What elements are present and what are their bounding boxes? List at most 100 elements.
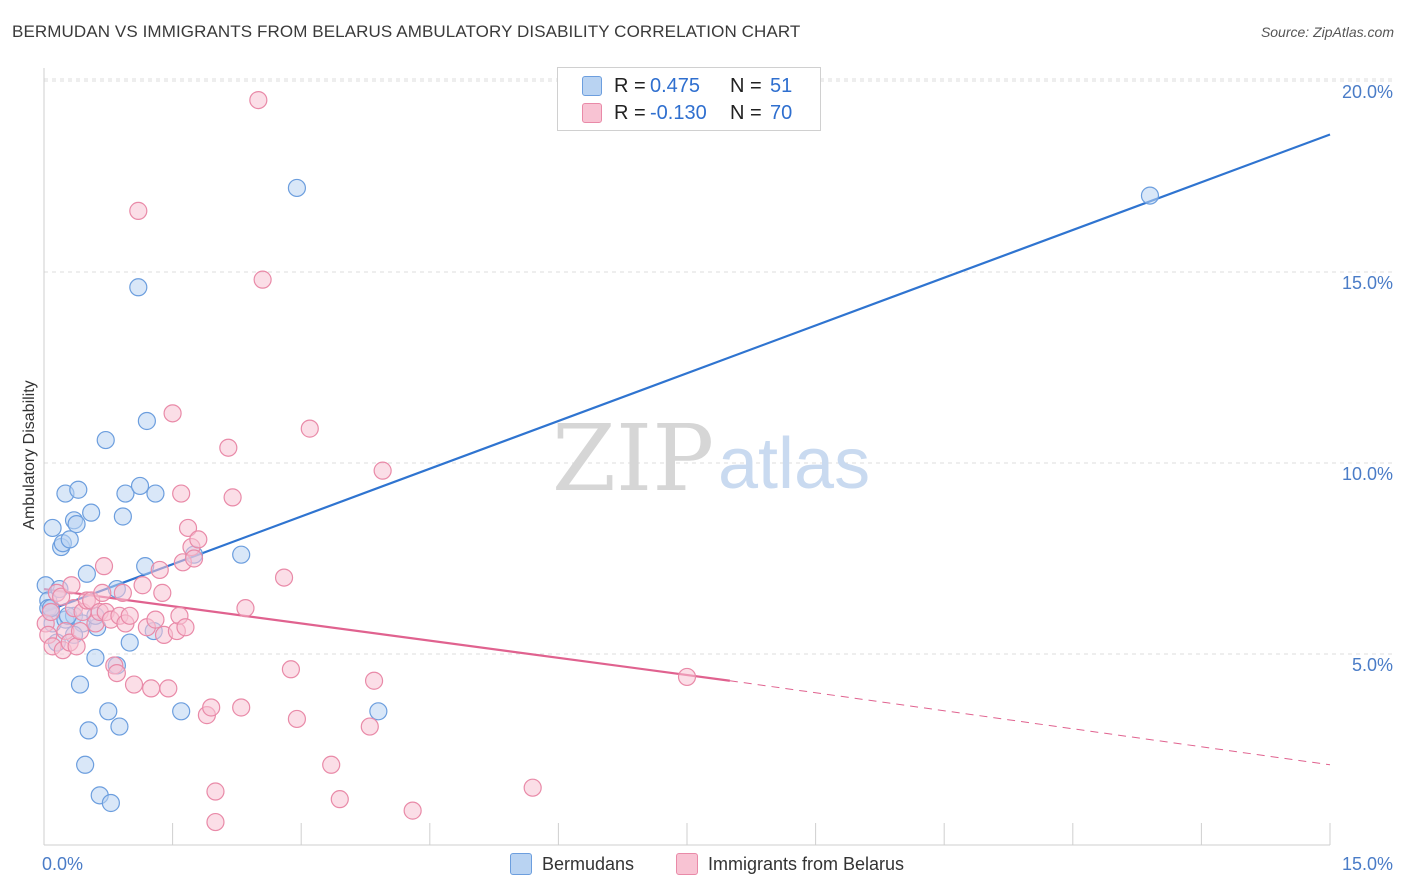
y-tick-label: 10.0% (1342, 464, 1393, 484)
point-belarus (159, 679, 178, 698)
point-bermudans (287, 178, 307, 198)
point-bermudans (101, 793, 120, 813)
point-belarus (146, 610, 165, 629)
trendline-belarus (43, 587, 731, 682)
point-bermudans (120, 633, 139, 652)
y-tick-label: 20.0% (1342, 82, 1393, 102)
point-belarus (52, 587, 71, 606)
point-belarus (677, 667, 697, 687)
watermark-atlas-text: atlas (718, 424, 870, 504)
legend-row-belarus: R = -0.130 N = 70 (582, 101, 792, 125)
legend-n-value: 70 (770, 101, 793, 124)
point-belarus (150, 560, 169, 580)
bottom-legend-belarus[interactable]: Immigrants from Belarus (676, 852, 904, 876)
tick-labels: 5.0% 10.0% 15.0% 20.0% 0.0% 15.0% (42, 82, 1393, 874)
point-belarus (153, 583, 172, 602)
x-tick-label: 0.0% (42, 854, 83, 874)
point-belarus (129, 201, 148, 220)
point-belarus (178, 518, 198, 538)
point-bermudans (99, 702, 118, 721)
point-belarus (113, 583, 132, 602)
point-bermudans (60, 530, 79, 549)
point-bermudans (77, 564, 96, 583)
bottom-legend-swatch-pink (676, 853, 698, 875)
y-tick-label: 15.0% (1342, 273, 1393, 293)
point-belarus (322, 755, 341, 774)
correlation-legend: R = 0.475 N = 51 R = -0.130 N = 70 (557, 67, 821, 131)
legend-row-bermudans: R = 0.475 N = 51 (582, 74, 792, 98)
point-belarus (120, 606, 139, 625)
point-bermudans (43, 518, 62, 538)
point-bermudans (137, 411, 156, 431)
point-belarus (249, 90, 268, 110)
point-belarus (287, 709, 307, 729)
point-belarus (253, 270, 272, 289)
point-belarus (142, 679, 161, 698)
point-belarus (360, 717, 379, 736)
legend-r-label: R = (614, 101, 646, 124)
y-tick-label: 5.0% (1352, 655, 1393, 675)
point-belarus (172, 484, 191, 503)
point-bermudans (110, 717, 129, 736)
point-belarus (202, 698, 221, 717)
point-belarus (219, 438, 238, 457)
point-belarus (184, 549, 204, 568)
point-belarus (206, 782, 225, 801)
point-bermudans (369, 702, 388, 721)
point-belarus (281, 660, 301, 679)
point-bermudans (76, 755, 95, 774)
chart-title: BERMUDAN VS IMMIGRANTS FROM BELARUS AMBU… (12, 22, 801, 41)
point-belarus (163, 404, 182, 423)
point-bermudans (129, 278, 148, 297)
point-bermudans (1140, 186, 1160, 205)
point-bermudans (116, 484, 135, 503)
point-bermudans (96, 430, 115, 450)
point-belarus (107, 663, 126, 683)
trend-lines (43, 133, 1331, 766)
x-tick-label: 15.0% (1342, 854, 1393, 874)
legend-swatch-blue (582, 76, 602, 96)
point-bermudans (232, 545, 251, 564)
point-belarus (62, 576, 81, 595)
watermark-zip-text: ZIP (552, 405, 714, 512)
point-bermudans (67, 515, 86, 534)
point-belarus (232, 698, 251, 717)
bottom-legend-bermudans[interactable]: Bermudans (510, 852, 634, 876)
legend-r-value: -0.130 (650, 101, 707, 124)
point-belarus (300, 419, 319, 438)
point-belarus (124, 675, 144, 694)
axes (43, 68, 1331, 846)
point-belarus (206, 812, 225, 832)
point-belarus (176, 618, 195, 637)
legend-n-value: 51 (770, 74, 793, 97)
point-bermudans (82, 503, 101, 522)
point-bermudans (86, 648, 105, 667)
point-belarus (94, 557, 114, 576)
point-belarus (523, 778, 542, 797)
point-bermudans (130, 476, 150, 496)
point-belarus (223, 488, 242, 507)
watermark: ZIP atlas (552, 405, 870, 512)
legend-n-label: N = (730, 74, 762, 97)
point-belarus (330, 790, 349, 809)
point-belarus (41, 602, 60, 622)
bottom-legend-label: Immigrants from Belarus (708, 853, 905, 874)
point-bermudans (113, 507, 132, 526)
point-belarus (133, 576, 152, 595)
bottom-legend-swatch-blue (510, 853, 532, 875)
point-belarus (274, 568, 294, 587)
bottom-legend-label: Bermudans (542, 853, 635, 874)
point-belarus (70, 621, 90, 641)
source-label: Source: ZipAtlas.com (1260, 24, 1394, 40)
point-bermudans (69, 480, 88, 499)
point-belarus (67, 637, 86, 656)
point-belarus (364, 671, 384, 690)
point-bermudans (70, 675, 90, 694)
gridlines (44, 78, 1395, 655)
legend-swatch-pink (582, 103, 602, 123)
point-belarus (93, 583, 112, 602)
point-belarus (373, 461, 392, 480)
legend-n-label: N = (730, 101, 762, 124)
point-bermudans (172, 702, 191, 721)
